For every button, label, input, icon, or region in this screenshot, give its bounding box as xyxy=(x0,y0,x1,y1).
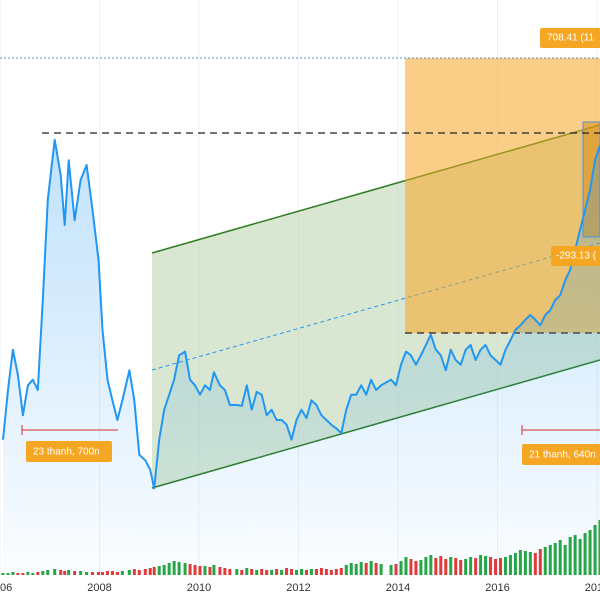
area xyxy=(2,139,600,575)
label-box xyxy=(551,246,600,266)
x-tick-label: 2014 xyxy=(386,582,410,594)
x-tick-label: 2016 xyxy=(485,582,509,594)
x-tick-label: 2010 xyxy=(187,582,211,594)
annotation: 23 thanh, 700n xyxy=(33,447,100,458)
price-line xyxy=(2,138,600,490)
x-tick-label: 2012 xyxy=(286,582,310,594)
x-axis: 2006 2008 2010 2012 2014 2016 2018 xyxy=(0,582,600,594)
x-tick-label: 2006 xyxy=(0,582,12,594)
label-box xyxy=(522,444,600,465)
annotation: 708.41 (11 xyxy=(547,33,595,44)
label-box xyxy=(540,28,600,48)
label-box xyxy=(26,441,112,462)
x-tick-label: 2008 xyxy=(87,582,111,594)
annotation: 21 thanh, 640n xyxy=(529,450,596,461)
series xyxy=(2,138,600,575)
x-tick-label: 2018 xyxy=(585,582,600,594)
annotation: -293.13 ( xyxy=(556,251,597,262)
volume-bar xyxy=(1,573,5,575)
